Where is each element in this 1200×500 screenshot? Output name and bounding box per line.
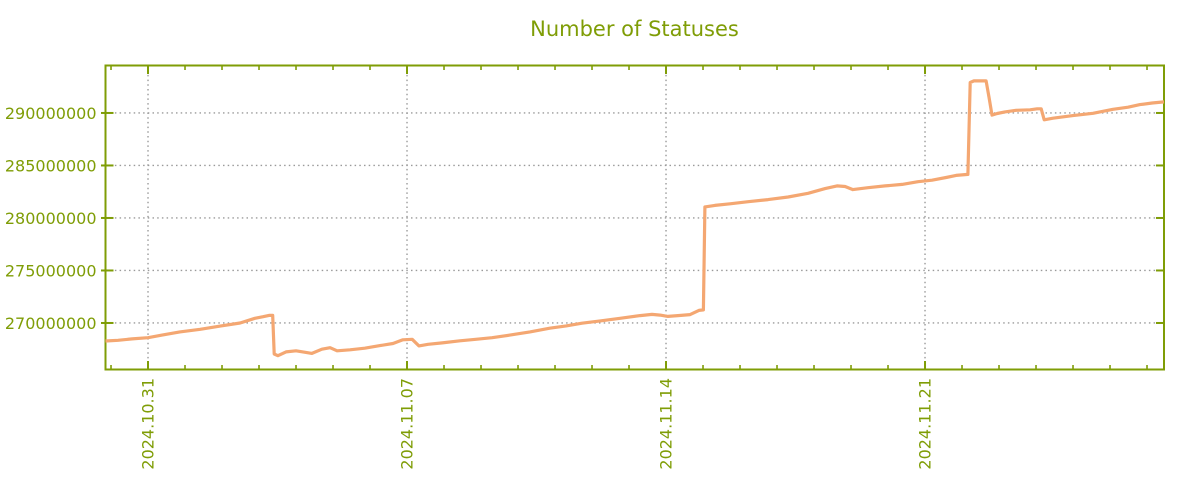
x-tick-label: 2024.11.21 — [916, 378, 935, 470]
y-tick-label: 280000000 — [5, 209, 97, 228]
chart-title: Number of Statuses — [530, 17, 739, 41]
y-tick-label: 290000000 — [5, 104, 97, 123]
y-tick-label: 270000000 — [5, 314, 97, 333]
x-tick-label: 2024.10.31 — [139, 378, 158, 470]
x-tick-label: 2024.11.14 — [657, 378, 676, 470]
x-tick-label: 2024.11.07 — [398, 378, 417, 470]
y-tick-label: 275000000 — [5, 261, 97, 280]
y-tick-label: 285000000 — [5, 156, 97, 175]
series-line — [105, 79, 1165, 358]
